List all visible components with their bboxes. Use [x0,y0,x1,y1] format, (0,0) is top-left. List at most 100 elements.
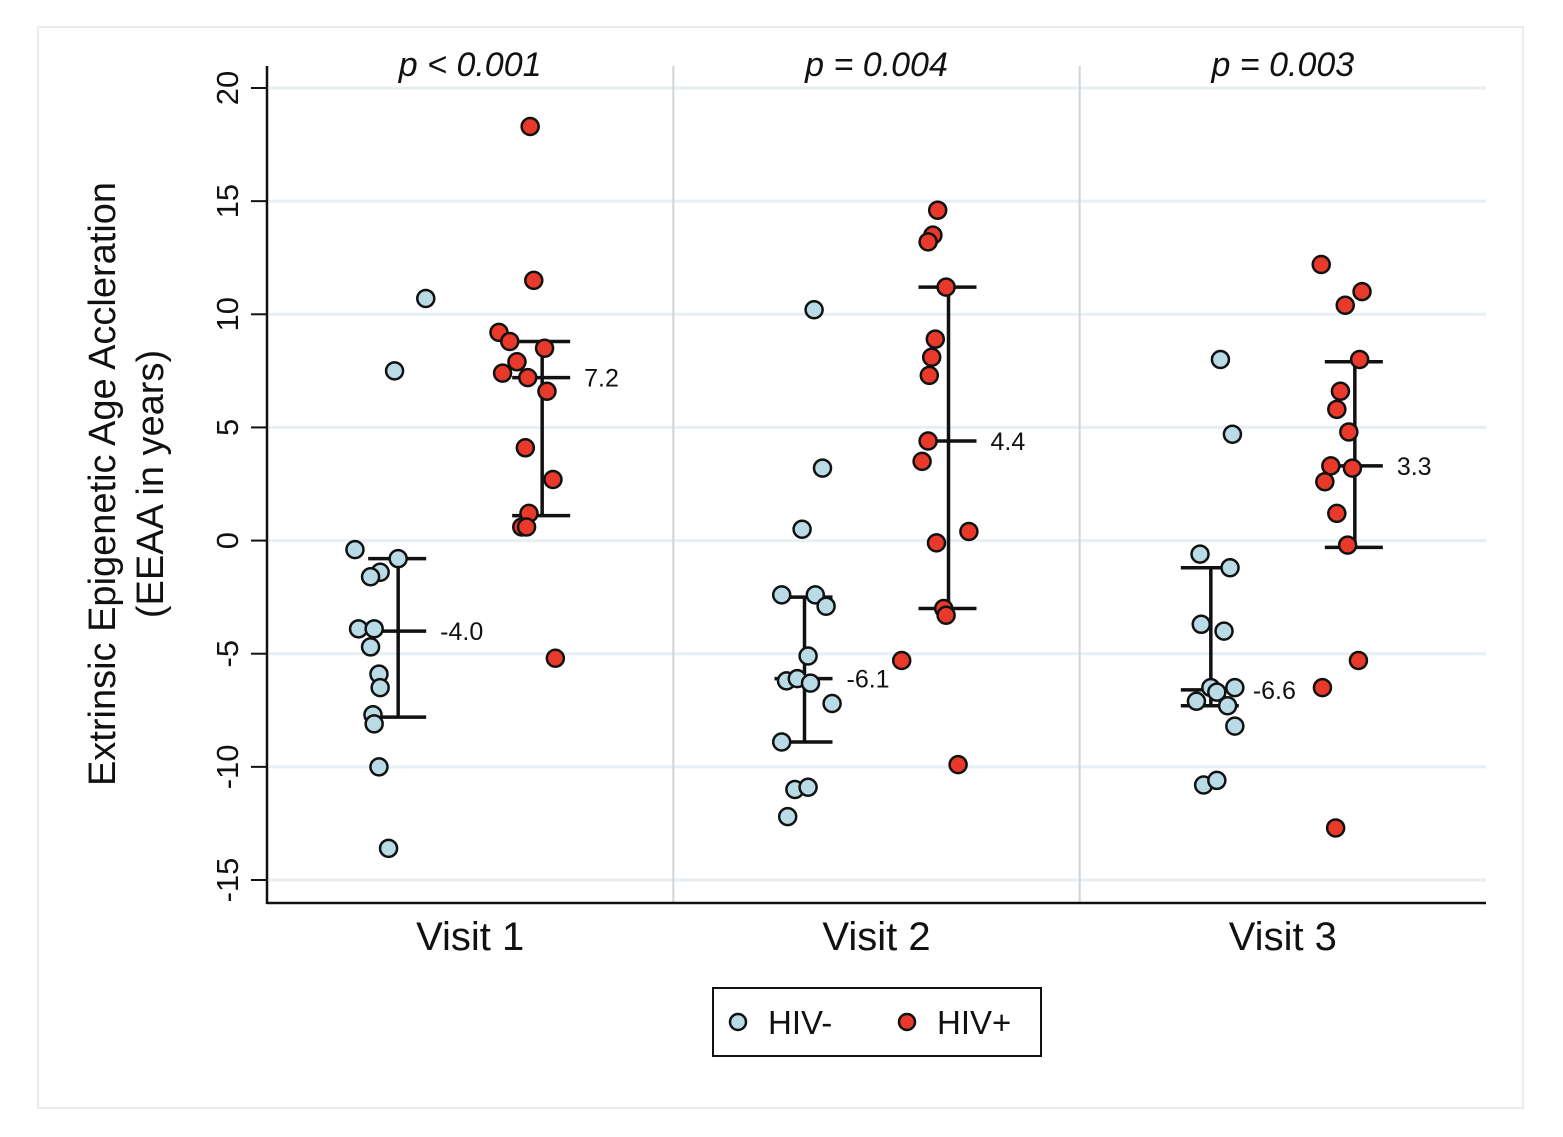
y-tick-label: 10 [210,297,245,331]
x-category-label: Visit 3 [1229,915,1337,959]
median-label-hiv-neg: -4.0 [440,618,483,646]
data-point-hiv-pos [516,517,537,537]
data-point-hiv-pos [1349,349,1370,370]
y-axis-title: Extrinsic Epigenetic Age Accleration (EE… [82,182,172,786]
chart-frame [37,26,1524,1109]
legend-marker-hiv-neg [728,1012,748,1032]
data-point-hiv-pos [1325,818,1346,838]
data-point-hiv-neg [364,619,384,639]
data-point-hiv-pos [520,116,540,137]
data-point-hiv-neg [1217,696,1238,716]
data-point-hiv-pos [1315,471,1335,492]
axes [265,66,1486,905]
data-point-hiv-pos [545,648,566,668]
data-point-hiv-pos [1335,295,1355,315]
data-point-hiv-pos [543,469,563,490]
data-point-hiv-pos [912,451,932,472]
legend-label-hiv-neg: HIV- [768,1004,832,1041]
legend-marker-hiv-pos [897,1012,917,1032]
data-points [345,116,1372,859]
data-point-hiv-pos [948,754,968,775]
data-point-hiv-neg [800,673,821,693]
p-value-label: p = 0.003 [1210,46,1354,84]
median-label-hiv-pos: 4.4 [991,428,1026,456]
data-point-hiv-neg [771,585,792,605]
data-point-hiv-neg [798,777,818,797]
data-point-hiv-pos [515,438,536,458]
y-tick-label: 5 [210,419,245,436]
data-point-hiv-pos [926,533,947,553]
data-point-hiv-neg [1210,349,1231,370]
data-point-hiv-neg [1207,770,1227,791]
data-point-hiv-neg [369,757,389,777]
data-point-hiv-neg [816,596,836,616]
data-point-hiv-neg [370,677,390,698]
data-point-hiv-neg [1190,544,1210,564]
p-value-label: p = 0.004 [804,46,948,84]
data-point-hiv-pos [925,329,946,349]
data-point-hiv-neg [384,361,405,381]
x-category-label: Visit 2 [822,915,930,959]
p-value-labels: p < 0.001 p = 0.004 p = 0.003 [398,46,1354,84]
y-ticks: 20 15 10 5 0 -5 -10 -15 [210,71,267,903]
data-point-hiv-neg [364,714,384,734]
data-point-hiv-pos [1327,399,1347,420]
panel-separators [672,66,1081,903]
data-point-hiv-neg [416,288,436,309]
data-point-hiv-pos [492,363,513,383]
y-tick-label: 15 [210,184,245,218]
data-point-hiv-neg [378,838,399,859]
data-point-hiv-pos [1339,422,1359,442]
data-point-hiv-pos [959,521,979,542]
data-point-hiv-neg [360,567,381,587]
data-point-hiv-neg [1220,557,1240,578]
data-point-hiv-neg [1186,691,1207,711]
data-point-hiv-pos [918,431,938,451]
y-tick-label: -15 [210,858,245,903]
data-point-hiv-neg [822,693,842,714]
data-point-hiv-pos [537,381,557,401]
data-point-hiv-pos [1330,381,1351,401]
data-point-hiv-neg [1191,614,1211,635]
data-point-hiv-neg [1225,716,1245,736]
median-labels: -4.0 -6.1 -6.6 7.2 4.4 3.3 [440,365,1431,705]
data-point-hiv-pos [921,347,942,368]
data-point-hiv-neg [360,637,381,657]
data-point-hiv-neg [771,732,792,752]
data-point-hiv-pos [1348,650,1369,671]
x-category-label: Visit 1 [416,915,524,959]
data-point-hiv-pos [936,277,956,297]
y-axis-title-line2: (EEAA in years) [130,350,172,618]
data-point-hiv-pos [500,331,520,352]
data-point-hiv-pos [1352,281,1372,302]
y-tick-label: -5 [210,640,245,668]
data-point-hiv-pos [927,200,948,220]
data-point-hiv-pos [1311,254,1331,275]
median-label-hiv-pos: 7.2 [584,365,619,393]
y-tick-label: 0 [210,532,245,549]
data-point-hiv-pos [524,270,544,291]
data-point-hiv-pos [1327,503,1347,524]
legend: HIV- HIV+ [712,987,1042,1057]
data-point-hiv-neg [798,646,818,666]
data-point-hiv-neg [792,519,812,540]
data-point-hiv-pos [891,650,912,671]
legend-label-hiv-pos: HIV+ [937,1004,1011,1041]
data-point-hiv-neg [1207,682,1227,702]
data-point-hiv-neg [1222,424,1243,444]
data-point-hiv-pos [507,352,527,372]
data-point-hiv-pos [1337,535,1358,555]
data-point-hiv-pos [918,232,938,252]
data-point-hiv-neg [777,806,798,827]
y-axis-title-line1: Extrinsic Epigenetic Age Accleration [82,182,124,786]
y-tick-label: -10 [210,744,245,789]
data-point-hiv-pos [1342,458,1363,478]
data-point-hiv-neg [1214,621,1234,641]
data-point-hiv-neg [345,539,365,560]
y-tick-label: 20 [210,71,245,105]
data-point-hiv-pos [919,365,940,386]
median-label-hiv-pos: 3.3 [1397,453,1432,481]
x-category-labels: Visit 1 Visit 2 Visit 3 [416,915,1337,959]
data-point-hiv-pos [1312,677,1333,698]
